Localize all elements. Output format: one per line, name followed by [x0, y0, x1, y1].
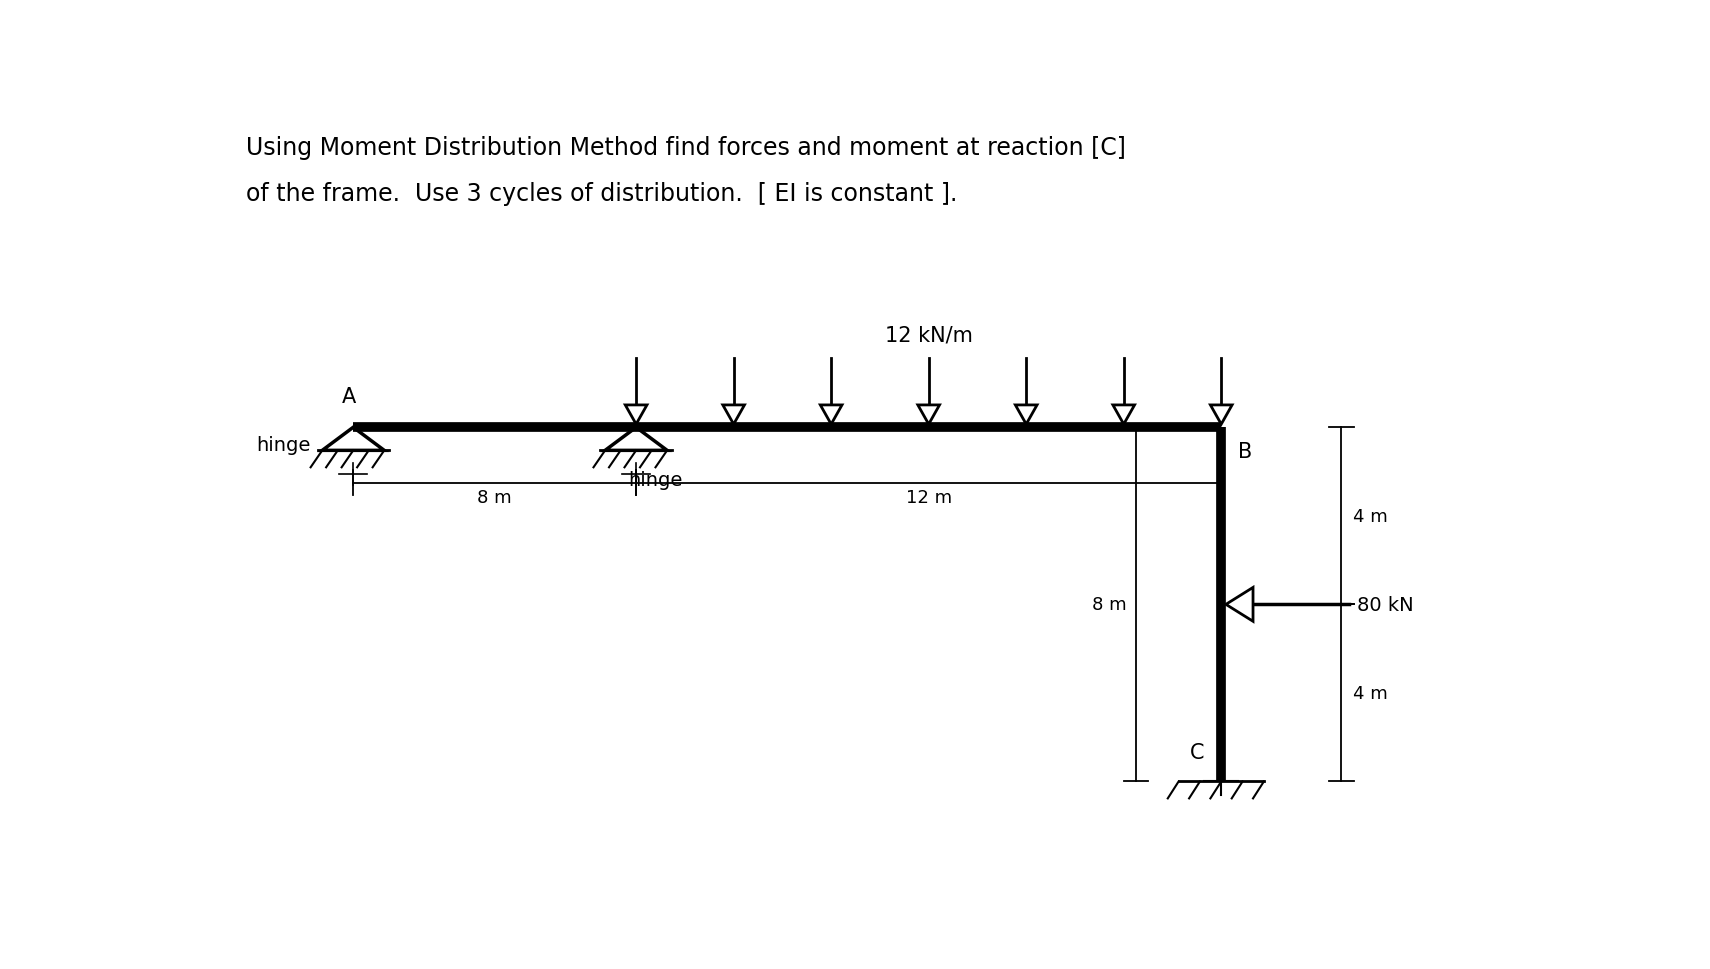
Polygon shape — [1226, 588, 1253, 622]
Text: 4 m: 4 m — [1353, 508, 1389, 525]
Text: of the frame.  Use 3 cycles of distribution.  [ EI is constant ].: of the frame. Use 3 cycles of distributi… — [246, 181, 958, 205]
Text: Using Moment Distribution Method find forces and moment at reaction [C]: Using Moment Distribution Method find fo… — [246, 136, 1127, 160]
Polygon shape — [723, 405, 744, 424]
Text: 8 m: 8 m — [1093, 596, 1127, 613]
Text: 12 kN/m: 12 kN/m — [884, 325, 973, 345]
Text: hinge: hinge — [256, 435, 311, 454]
Polygon shape — [1113, 405, 1134, 424]
Text: B: B — [1238, 442, 1252, 461]
Text: 80 kN: 80 kN — [1356, 595, 1414, 614]
Polygon shape — [1016, 405, 1036, 424]
Text: 4 m: 4 m — [1353, 684, 1389, 703]
Text: 8 m: 8 m — [477, 488, 511, 507]
Polygon shape — [821, 405, 841, 424]
Text: hinge: hinge — [628, 470, 682, 489]
Polygon shape — [918, 405, 939, 424]
Polygon shape — [1211, 405, 1233, 424]
Text: A: A — [342, 387, 356, 406]
Text: 12 m: 12 m — [906, 488, 952, 507]
Text: C: C — [1190, 742, 1204, 763]
Polygon shape — [626, 405, 646, 424]
